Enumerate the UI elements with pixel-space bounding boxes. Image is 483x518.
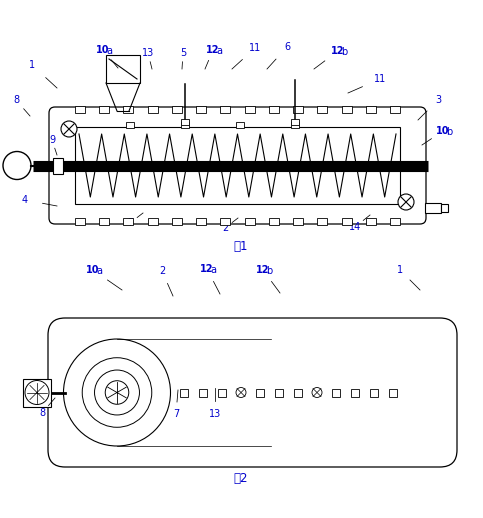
Bar <box>124 218 133 225</box>
Text: 10: 10 <box>96 45 110 55</box>
Bar <box>341 106 352 113</box>
Text: 7: 7 <box>127 218 133 228</box>
Text: 2: 2 <box>159 266 165 276</box>
FancyBboxPatch shape <box>49 107 426 224</box>
Bar <box>220 106 230 113</box>
Bar <box>425 203 441 213</box>
Bar <box>351 388 359 396</box>
Bar <box>291 119 299 125</box>
Bar <box>366 218 376 225</box>
Circle shape <box>398 194 414 210</box>
Bar <box>220 218 230 225</box>
Bar <box>99 218 109 225</box>
Text: 图2: 图2 <box>234 471 248 484</box>
Circle shape <box>25 381 49 405</box>
Text: b: b <box>341 47 347 57</box>
Circle shape <box>63 339 170 446</box>
Text: 14: 14 <box>349 222 361 232</box>
Text: 6: 6 <box>284 42 290 52</box>
Bar <box>218 388 226 396</box>
Bar <box>370 388 378 396</box>
Bar <box>244 106 255 113</box>
Text: 3: 3 <box>435 95 441 105</box>
Bar <box>23 379 51 407</box>
Bar <box>148 218 157 225</box>
Text: 1: 1 <box>29 60 35 70</box>
Bar <box>172 218 182 225</box>
Circle shape <box>3 151 31 180</box>
Text: 13: 13 <box>142 48 154 58</box>
Bar <box>317 218 327 225</box>
Text: 8: 8 <box>13 95 19 105</box>
Bar <box>293 218 303 225</box>
Bar <box>75 106 85 113</box>
Bar <box>244 218 255 225</box>
Bar <box>53 157 63 174</box>
Bar <box>236 122 244 128</box>
Text: 图1: 图1 <box>234 239 248 252</box>
Text: 5: 5 <box>180 48 186 58</box>
Bar <box>126 122 134 128</box>
Bar <box>269 218 279 225</box>
Text: 10: 10 <box>436 126 450 136</box>
Text: 12: 12 <box>331 46 345 56</box>
Bar <box>196 106 206 113</box>
Bar <box>148 106 157 113</box>
Circle shape <box>82 358 152 427</box>
Text: a: a <box>96 266 102 276</box>
Text: 7: 7 <box>173 409 179 419</box>
Bar <box>390 106 400 113</box>
Bar <box>366 106 376 113</box>
Circle shape <box>61 121 77 137</box>
Bar <box>172 106 182 113</box>
Circle shape <box>95 370 140 415</box>
Bar <box>275 388 283 396</box>
Text: 12: 12 <box>206 45 220 55</box>
Bar <box>332 388 340 396</box>
Bar <box>317 106 327 113</box>
Bar <box>293 106 303 113</box>
Bar <box>75 218 85 225</box>
Bar <box>106 55 140 83</box>
Text: 11: 11 <box>249 43 261 53</box>
Text: 12: 12 <box>256 265 270 275</box>
Text: 12: 12 <box>200 264 214 274</box>
Text: 8: 8 <box>39 408 45 418</box>
Bar <box>196 218 206 225</box>
Circle shape <box>105 381 129 404</box>
Bar <box>441 204 448 212</box>
Text: 13: 13 <box>209 409 221 419</box>
Bar <box>291 122 299 128</box>
Text: 11: 11 <box>374 74 386 84</box>
Text: a: a <box>210 265 216 275</box>
Bar <box>180 388 188 396</box>
Circle shape <box>312 387 322 397</box>
Circle shape <box>236 387 246 397</box>
Bar <box>181 119 189 125</box>
Bar <box>199 388 207 396</box>
Bar <box>341 218 352 225</box>
Bar <box>99 106 109 113</box>
Text: 2: 2 <box>222 223 228 233</box>
Bar <box>389 388 397 396</box>
Bar <box>75 127 400 204</box>
Bar <box>269 106 279 113</box>
Text: b: b <box>266 266 272 276</box>
Bar <box>181 122 189 128</box>
Bar <box>390 218 400 225</box>
Text: 4: 4 <box>22 195 28 205</box>
FancyBboxPatch shape <box>48 318 457 467</box>
Text: 9: 9 <box>49 135 55 145</box>
Bar <box>294 388 302 396</box>
Text: b: b <box>446 127 453 137</box>
Text: 10: 10 <box>86 265 100 275</box>
Bar <box>124 106 133 113</box>
Bar <box>256 388 264 396</box>
Text: 1: 1 <box>397 265 403 275</box>
Text: a: a <box>106 46 112 56</box>
Text: a: a <box>216 46 222 56</box>
